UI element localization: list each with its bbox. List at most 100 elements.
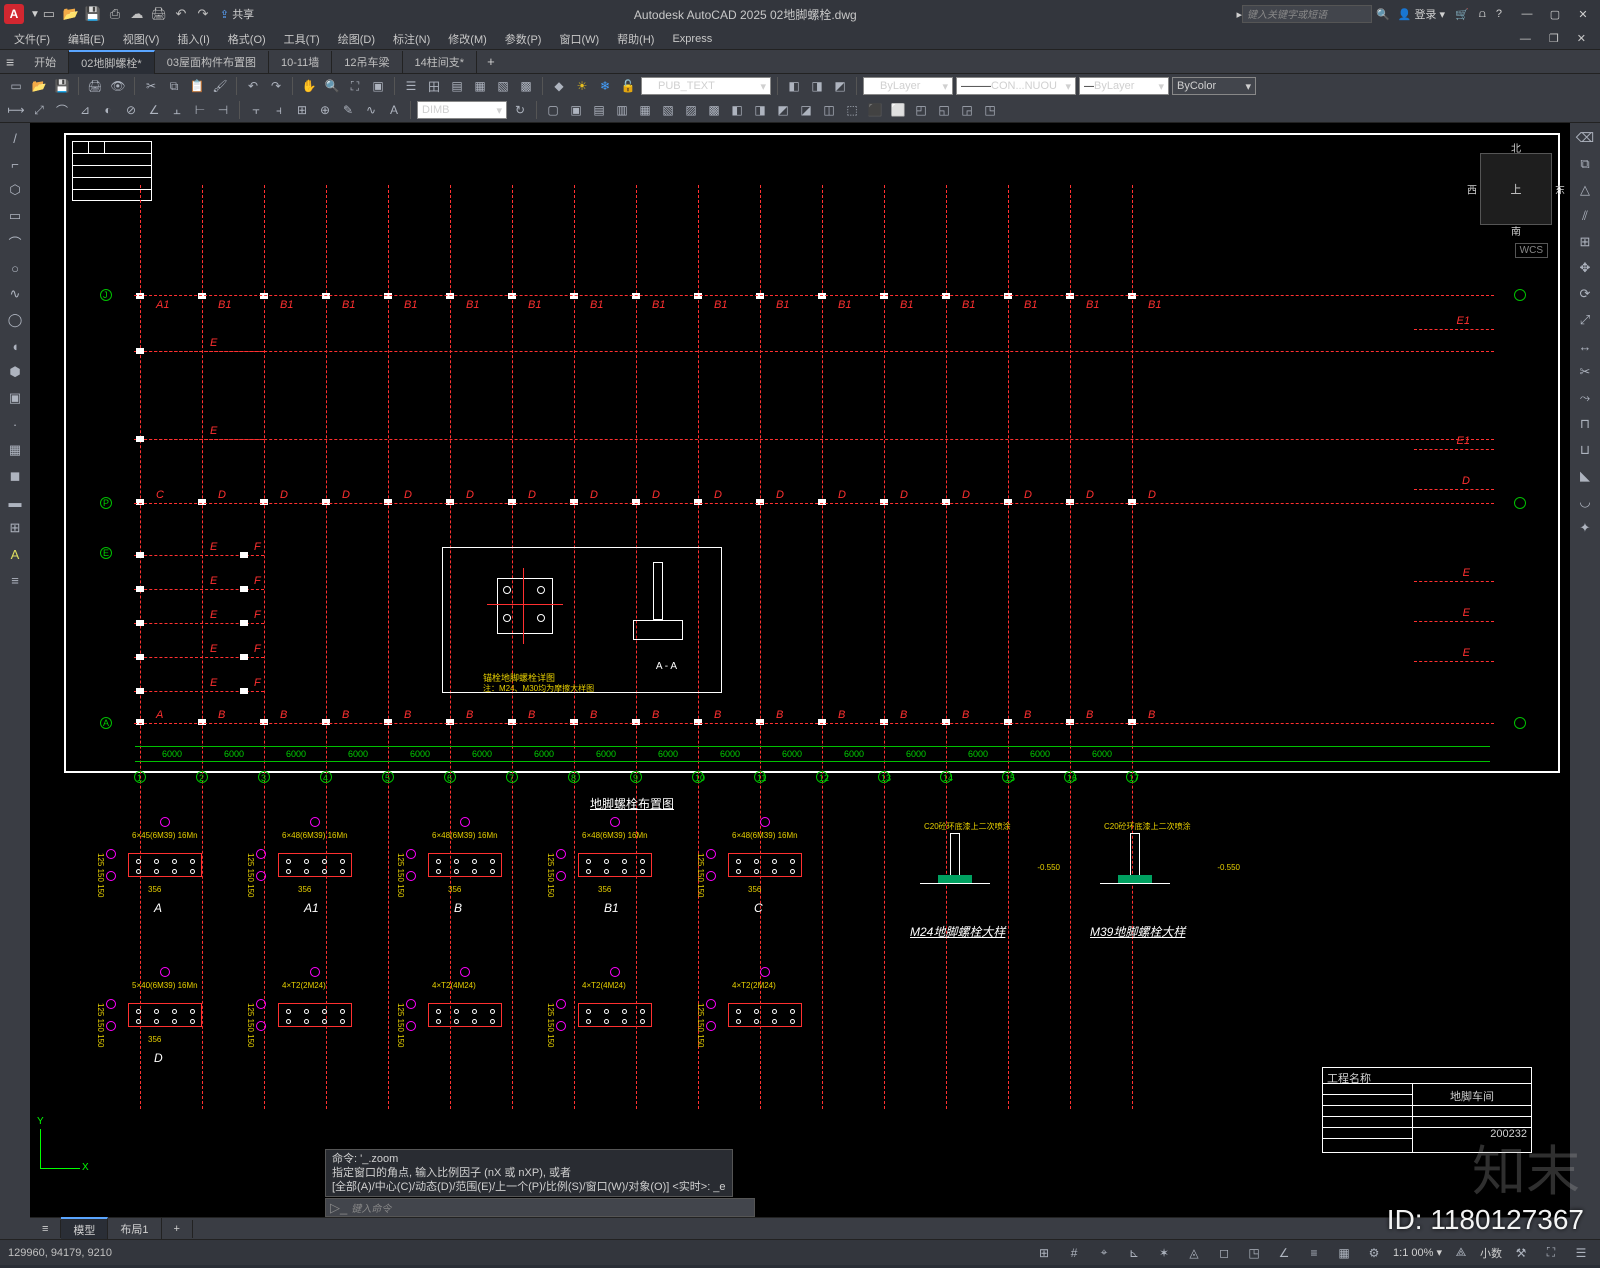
web-icon[interactable]: ☁ — [128, 5, 146, 23]
drawing-canvas[interactable]: 1A1CA26000B1DB36000B1DB46000B1DB56000B1D… — [30, 123, 1570, 1239]
login-button[interactable]: 👤 登录 ▾ — [1398, 6, 1445, 22]
rb2-i-icon[interactable]: ◧ — [727, 100, 747, 120]
menu-window[interactable]: 窗口(W) — [551, 29, 607, 49]
tab-doc-1[interactable]: 03屋面构件布置图 — [155, 51, 269, 73]
tl-tab-icon[interactable]: ⊞ — [4, 517, 26, 539]
dim-dia-icon[interactable]: ⊘ — [121, 100, 141, 120]
saveas-icon[interactable]: ⎙ — [106, 5, 124, 23]
rb2-g-icon[interactable]: ▨ — [681, 100, 701, 120]
rb2-e-icon[interactable]: ▦ — [635, 100, 655, 120]
rb-dc-icon[interactable]: 田 — [424, 76, 444, 96]
rb2-o-icon[interactable]: ⬛ — [865, 100, 885, 120]
rb2-l-icon[interactable]: ◪ — [796, 100, 816, 120]
doc-restore-button[interactable]: ❐ — [1541, 30, 1567, 47]
rb-new-icon[interactable]: ▭ — [6, 76, 26, 96]
rb2-k-icon[interactable]: ◩ — [773, 100, 793, 120]
app-logo[interactable]: A — [4, 4, 24, 24]
sb-cust-icon[interactable]: ☰ — [1570, 1243, 1592, 1263]
rb2-d-icon[interactable]: ▥ — [612, 100, 632, 120]
bylayer-dropdown[interactable]: ByLayer▾ — [863, 77, 953, 95]
tl-cir-icon[interactable]: ○ — [4, 257, 26, 279]
sb-osnap-icon[interactable]: ◻ — [1213, 1243, 1235, 1263]
rb-lk-icon[interactable]: 🔓 — [618, 76, 638, 96]
dim-lin-icon[interactable]: ⟼ — [6, 100, 26, 120]
sb-ortho-icon[interactable]: ⊾ — [1123, 1243, 1145, 1263]
rb-copy-icon[interactable]: ⧉ — [164, 76, 184, 96]
rb2-m-icon[interactable]: ◫ — [819, 100, 839, 120]
save-icon[interactable]: 💾 — [84, 5, 102, 23]
dim-arc-icon[interactable]: ⌒ — [52, 100, 72, 120]
rb-redo-icon[interactable]: ↷ — [266, 76, 286, 96]
dim-tol-icon[interactable]: ⊞ — [292, 100, 312, 120]
rb2-f-icon[interactable]: ▧ — [658, 100, 678, 120]
sb-full-icon[interactable]: ⛶ — [1540, 1243, 1562, 1263]
dim-cn-icon[interactable]: ⊣ — [213, 100, 233, 120]
tl-pt-icon[interactable]: · — [4, 413, 26, 435]
tr-ro-icon[interactable]: ⟳ — [1574, 283, 1596, 305]
dim-ord-icon[interactable]: ⊿ — [75, 100, 95, 120]
dim-upd-icon[interactable]: ↻ — [510, 100, 530, 120]
dim-bl-icon[interactable]: ⊢ — [190, 100, 210, 120]
rb-open-icon[interactable]: 📂 — [29, 76, 49, 96]
menu-help[interactable]: 帮助(H) — [609, 29, 662, 49]
dim-tal-icon[interactable]: A — [384, 100, 404, 120]
tl-ml-icon[interactable]: ≡ — [4, 569, 26, 591]
sb-tr-icon[interactable]: ▦ — [1333, 1243, 1355, 1263]
share-link[interactable]: ⇪ 共享 — [220, 6, 254, 22]
search-icon[interactable]: 🔍 — [1376, 8, 1390, 21]
rb-preview-icon[interactable]: 👁 — [108, 76, 128, 96]
rb2-q-icon[interactable]: ◰ — [911, 100, 931, 120]
menu-view[interactable]: 视图(V) — [115, 29, 168, 49]
layer-dropdown[interactable]: PUB_TEXT▾ — [641, 77, 771, 95]
dim-br-icon[interactable]: ⫞ — [269, 100, 289, 120]
tl-ela-icon[interactable]: ◖ — [4, 335, 26, 357]
sb-3dosnap-icon[interactable]: ◳ — [1243, 1243, 1265, 1263]
rb2-s-icon[interactable]: ◲ — [957, 100, 977, 120]
sb-grid-icon[interactable]: # — [1063, 1243, 1085, 1263]
sb-ann-icon[interactable]: ⟁ — [1450, 1243, 1472, 1263]
plot-icon[interactable]: 🖨 — [150, 5, 168, 23]
tl-blk-icon[interactable]: ▣ — [4, 387, 26, 409]
sb-snap-icon[interactable]: ⌖ — [1093, 1243, 1115, 1263]
rb-qcalc-icon[interactable]: ▩ — [516, 76, 536, 96]
menu-express[interactable]: Express — [664, 31, 720, 47]
tab-doc-0[interactable]: 02地脚螺栓* — [69, 50, 155, 74]
rb-lf-icon[interactable]: ◨ — [807, 76, 827, 96]
layouts-menu-icon[interactable]: ≡ — [30, 1220, 61, 1238]
tr-of-icon[interactable]: ⫽ — [1574, 205, 1596, 227]
tl-ell-icon[interactable]: ◯ — [4, 309, 26, 331]
rb2-c-icon[interactable]: ▤ — [589, 100, 609, 120]
rb-tp-icon[interactable]: ▤ — [447, 76, 467, 96]
help-icon[interactable]: ? — [1496, 8, 1502, 20]
tl-rec-icon[interactable]: ▭ — [4, 205, 26, 227]
rb-sun-icon[interactable]: ☀ — [572, 76, 592, 96]
tr-er-icon[interactable]: ⌫ — [1574, 127, 1596, 149]
sb-ws-icon[interactable]: ⚒ — [1510, 1243, 1532, 1263]
dim-ang-icon[interactable]: ∠ — [144, 100, 164, 120]
tl-grd-icon[interactable]: ◼ — [4, 465, 26, 487]
rb-plot-icon[interactable]: 🖨 — [85, 76, 105, 96]
menu-param[interactable]: 参数(P) — [497, 29, 550, 49]
menu-file[interactable]: 文件(F) — [6, 29, 58, 49]
tr-mi-icon[interactable]: △ — [1574, 179, 1596, 201]
rb-undo-icon[interactable]: ↶ — [243, 76, 263, 96]
rb-lp-icon[interactable]: ◩ — [830, 76, 850, 96]
tr-st-icon[interactable]: ↔ — [1574, 335, 1596, 357]
command-line[interactable]: ▷_ 键入命令 — [325, 1198, 755, 1217]
sb-qs-icon[interactable]: ⚙ — [1363, 1243, 1385, 1263]
open-icon[interactable]: 📂 — [62, 5, 80, 23]
tab-doc-2[interactable]: 10-11墙 — [269, 51, 332, 73]
rb-layer-icon[interactable]: ◆ — [549, 76, 569, 96]
tl-reg-icon[interactable]: ▬ — [4, 491, 26, 513]
maximize-button[interactable]: ▢ — [1542, 4, 1568, 24]
rb2-r-icon[interactable]: ◱ — [934, 100, 954, 120]
rb-save-icon[interactable]: 💾 — [52, 76, 72, 96]
rb-mrk-icon[interactable]: ▧ — [493, 76, 513, 96]
rb2-h-icon[interactable]: ▩ — [704, 100, 724, 120]
tr-jo-icon[interactable]: ⊔ — [1574, 439, 1596, 461]
sb-lw-icon[interactable]: ≡ — [1303, 1243, 1325, 1263]
new-icon[interactable]: ▭ — [40, 5, 58, 23]
sb-polar-icon[interactable]: ✶ — [1153, 1243, 1175, 1263]
layout-model[interactable]: 模型 — [61, 1217, 108, 1240]
sb-iso-icon[interactable]: ◬ — [1183, 1243, 1205, 1263]
